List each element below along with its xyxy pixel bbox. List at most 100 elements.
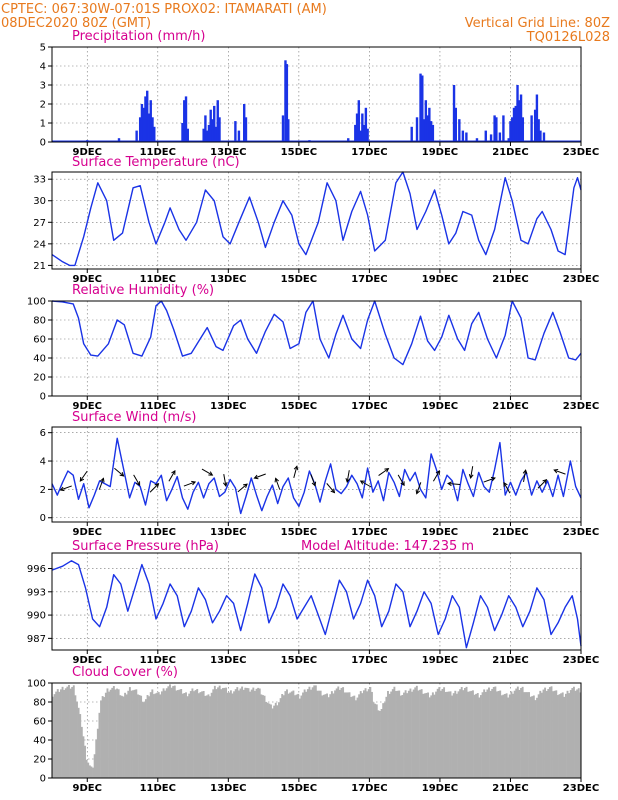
- x-tick-label: 11DEC: [140, 655, 176, 666]
- cloud-bar: [295, 694, 298, 778]
- cloud-bar: [468, 691, 471, 778]
- cloud-bar: [483, 689, 486, 778]
- cloud-bar: [382, 703, 385, 778]
- cloud-bar: [510, 691, 513, 778]
- wind-arrow: [254, 473, 266, 479]
- cloud-bar: [310, 689, 312, 778]
- press-line: [51, 560, 582, 649]
- wind-arrow: [346, 470, 350, 483]
- cloud-bar: [414, 687, 417, 778]
- cloud-bar: [470, 690, 473, 778]
- cloud-bar: [133, 689, 136, 778]
- precip-bar: [357, 100, 361, 142]
- cloud-bar: [385, 696, 388, 778]
- x-tick-label: 9DEC: [73, 655, 102, 666]
- precip-bar: [502, 115, 505, 142]
- precip-bar: [181, 123, 184, 142]
- cloud-bar: [313, 685, 316, 778]
- panel-title: Surface Temperature (nC): [72, 155, 240, 170]
- x-tick-label: 13DEC: [210, 655, 246, 666]
- cloud-bar: [566, 690, 569, 778]
- cloud-bar: [239, 688, 242, 778]
- cloud-bar: [63, 689, 66, 778]
- cloud-bar: [82, 736, 85, 778]
- cloud-bar: [221, 688, 224, 778]
- x-tick-label: 15DEC: [281, 783, 317, 794]
- precip-bar: [347, 138, 350, 142]
- cloud-bar: [318, 690, 321, 778]
- precip-bar: [489, 134, 493, 142]
- cloud-bar: [302, 692, 304, 778]
- cloud-bar: [305, 691, 308, 778]
- x-tick-label: 23DEC: [563, 401, 599, 412]
- precip-bar: [202, 128, 205, 142]
- panel-precip: 0 1 2 3 4 5 9DEC 11DEC 13DEC 15DEC 17DEC 19DEC 21DEC…: [40, 29, 600, 158]
- precip-bar: [422, 119, 426, 142]
- cloud-bar: [159, 694, 162, 778]
- cloud-bar: [403, 692, 405, 778]
- cloud-bar: [454, 690, 457, 778]
- cloud-bar: [109, 689, 112, 778]
- cloud-bar: [351, 696, 354, 778]
- cloud-bar: [56, 689, 59, 778]
- precip-bar: [461, 130, 465, 142]
- cloud-bar: [212, 689, 215, 778]
- cloud-bar: [430, 695, 433, 778]
- cloud-bar: [447, 691, 450, 778]
- y-tick-label: 4: [40, 457, 46, 468]
- precip-bar: [354, 124, 357, 142]
- cloud-bar: [297, 693, 300, 778]
- cloud-bar: [183, 693, 186, 778]
- cloud-bar: [215, 689, 218, 778]
- cloud-bar: [371, 691, 373, 778]
- wind-arrow-head: [468, 474, 474, 480]
- cloud-bar: [76, 701, 78, 778]
- cloud-bar: [406, 693, 409, 778]
- precip-bar: [410, 126, 413, 142]
- y-tick-label: 996: [27, 564, 46, 575]
- cloud-bar: [446, 691, 449, 778]
- cloud-bar: [306, 689, 309, 778]
- cloud-bar: [74, 695, 77, 778]
- cloud-bar: [526, 692, 529, 778]
- cloud-bar: [489, 690, 492, 778]
- y-tick-label: 5: [40, 43, 46, 54]
- precip-bar: [144, 96, 147, 142]
- cloud-bar: [460, 687, 463, 778]
- cloud-bar: [278, 702, 280, 778]
- cloud-bar: [84, 745, 86, 778]
- cloud-bar: [143, 702, 146, 778]
- cloud-bar: [451, 695, 454, 778]
- cloud-bar: [364, 688, 367, 778]
- cloud-bar: [201, 691, 203, 778]
- panel-frame: [51, 300, 582, 397]
- precip-bar: [465, 132, 468, 142]
- header-code: TQ0126L028: [526, 30, 610, 45]
- precip-bar: [454, 107, 458, 142]
- cloud-bar: [480, 695, 482, 778]
- cloud-bar: [112, 686, 115, 778]
- precip-bar: [237, 130, 241, 142]
- cloud-bar: [69, 688, 72, 778]
- wind-arrow: [223, 474, 227, 487]
- wind-arrow-head: [345, 478, 351, 483]
- cloud-bar: [164, 690, 167, 778]
- cloud-bar: [197, 693, 200, 778]
- cloud-bar: [199, 692, 202, 778]
- cloud-bar: [226, 692, 229, 778]
- cloud-bar: [419, 689, 421, 778]
- precip-bar: [153, 126, 156, 142]
- precip-bar: [184, 96, 188, 142]
- precip-bar: [149, 100, 152, 142]
- precip-bar: [362, 124, 366, 142]
- cloud-bar: [463, 688, 466, 778]
- precip-bar: [493, 115, 496, 142]
- precip-bar: [213, 105, 216, 142]
- cloud-bar: [298, 698, 301, 778]
- cloud-bar: [369, 686, 372, 778]
- y-tick-label: 2: [40, 485, 46, 496]
- precip-bar: [415, 117, 419, 142]
- y-tick-label: 24: [33, 239, 46, 250]
- precip-bar: [424, 100, 428, 142]
- x-tick-label: 17DEC: [351, 783, 387, 794]
